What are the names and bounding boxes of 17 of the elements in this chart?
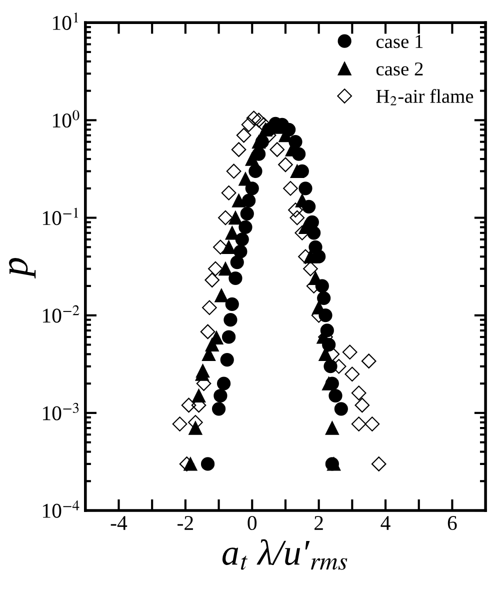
x-tick-label: 0 — [248, 516, 257, 530]
legend-label: case 2 — [376, 62, 423, 76]
x-axis-title: a$_{t}$ λ/u′$_{rms}$ — [222, 539, 348, 570]
y-tick-label: 10$^{1}$ — [52, 12, 78, 30]
legend-label: case 1 — [376, 35, 423, 48]
legend-label: H$_{2}$-air flame — [376, 89, 474, 106]
x-tick-label: 2 — [314, 516, 323, 530]
x-tick-label: -4 — [110, 516, 128, 530]
x-tick-label: 4 — [380, 516, 390, 530]
y-tick-label: 10$^{−4}$ — [42, 500, 80, 518]
x-tick-label: 6 — [448, 516, 457, 530]
y-tick-label: 10$^{0}$ — [52, 110, 80, 128]
y-tick-label: 10$^{−1}$ — [42, 208, 78, 226]
x-tick-label: -2 — [178, 516, 193, 530]
y-axis-title: p — [9, 258, 36, 279]
y-tick-label: 10$^{−3}$ — [42, 402, 79, 420]
y-tick-label: 10$^{−2}$ — [42, 305, 80, 323]
